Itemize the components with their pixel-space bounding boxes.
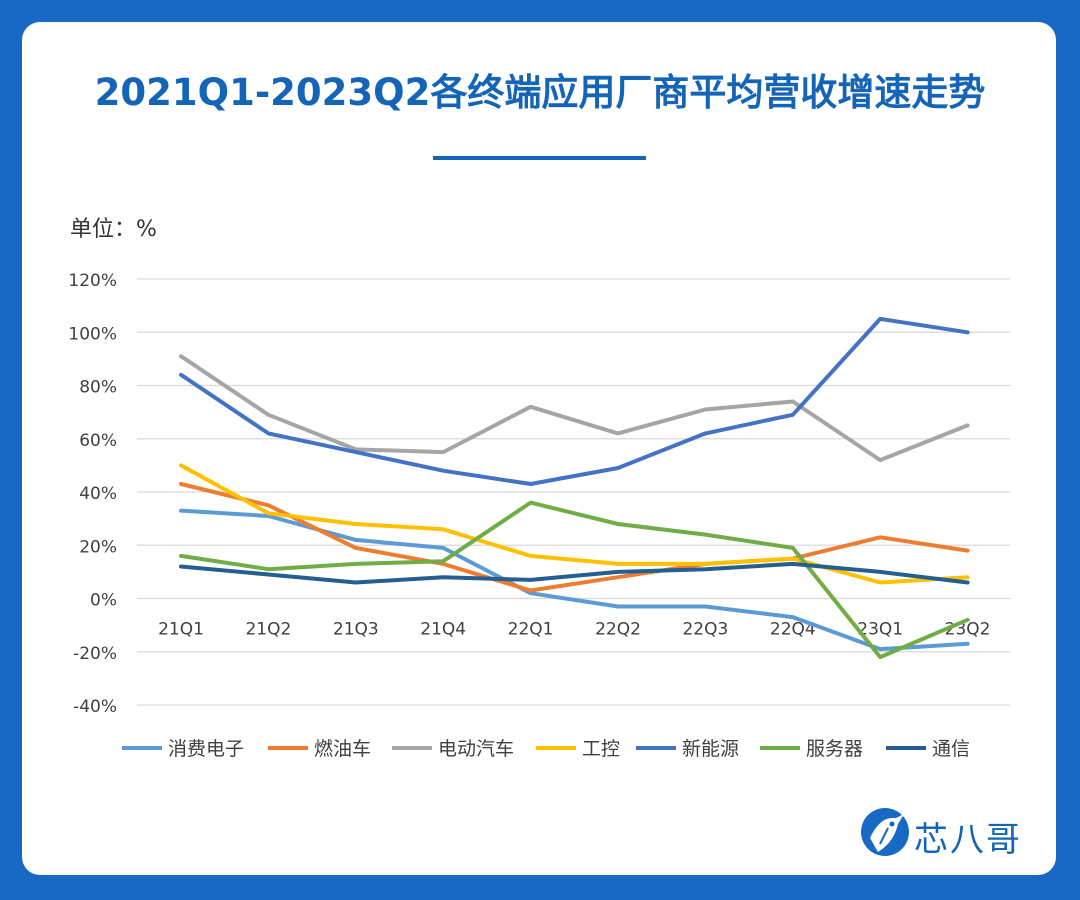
legend-label: 新能源: [682, 738, 739, 760]
y-tick-label: 0%: [90, 591, 117, 611]
legend-label: 通信: [932, 738, 970, 760]
series-line-0: [179, 508, 970, 652]
unit-label: 单位：%: [70, 217, 157, 242]
series-line-6: [179, 561, 970, 585]
x-tick-label: 22Q2: [595, 620, 641, 640]
series-line-1: [179, 482, 970, 593]
legend-label: 电动汽车: [438, 738, 514, 760]
y-tick-label: 60%: [79, 431, 117, 451]
chart-title: 2021Q1-2023Q2各终端应用厂商平均营收增速走势: [94, 71, 986, 114]
y-tick-label: -20%: [73, 644, 117, 664]
kingfisher-icon: [861, 808, 909, 856]
x-tick-label: 21Q1: [158, 620, 204, 640]
series-line-4: [179, 316, 970, 486]
chart-card: [22, 22, 1056, 875]
y-tick-label: 20%: [79, 537, 117, 557]
brand-name: 芯八哥: [914, 820, 1022, 860]
title-underline: [433, 156, 646, 160]
series-line-3: [179, 463, 970, 585]
x-tick-label: 23Q2: [945, 620, 991, 640]
brand-logo: [858, 804, 1038, 864]
series-line-2: [179, 354, 970, 463]
series-lines: [179, 316, 970, 660]
x-tick-label: 22Q3: [682, 620, 728, 640]
y-tick-label: 120%: [68, 271, 117, 291]
x-axis-ticks: 21Q1 21Q2 21Q3 21Q4 22Q1 22Q2 22Q3 22Q4 23Q1 23Q2: [158, 620, 990, 640]
gridlines: [137, 278, 1010, 706]
series-line-5: [179, 500, 970, 660]
y-tick-label: 40%: [79, 484, 117, 504]
y-tick-label: 100%: [68, 324, 117, 344]
y-axis-ticks: 120% 100% 80% 60% 40% 20% 0% -20% -40%: [68, 271, 117, 717]
x-tick-label: 21Q3: [333, 620, 379, 640]
x-tick-label: 22Q1: [508, 620, 554, 640]
x-tick-label: 22Q4: [770, 620, 816, 640]
x-tick-label: 23Q1: [857, 620, 903, 640]
y-tick-label: 80%: [79, 378, 117, 398]
legend-label: 燃油车: [314, 738, 371, 760]
x-tick-label: 21Q2: [245, 620, 291, 640]
x-tick-label: 21Q4: [420, 620, 466, 640]
legend-label: 工控: [582, 738, 620, 760]
legend-label: 服务器: [806, 738, 863, 760]
legend-label: 消费电子: [168, 738, 244, 760]
y-tick-label: -40%: [73, 697, 117, 717]
legend: 消费电子 燃油车 电动汽车 工控 新能源 服务器 通信: [122, 738, 970, 760]
